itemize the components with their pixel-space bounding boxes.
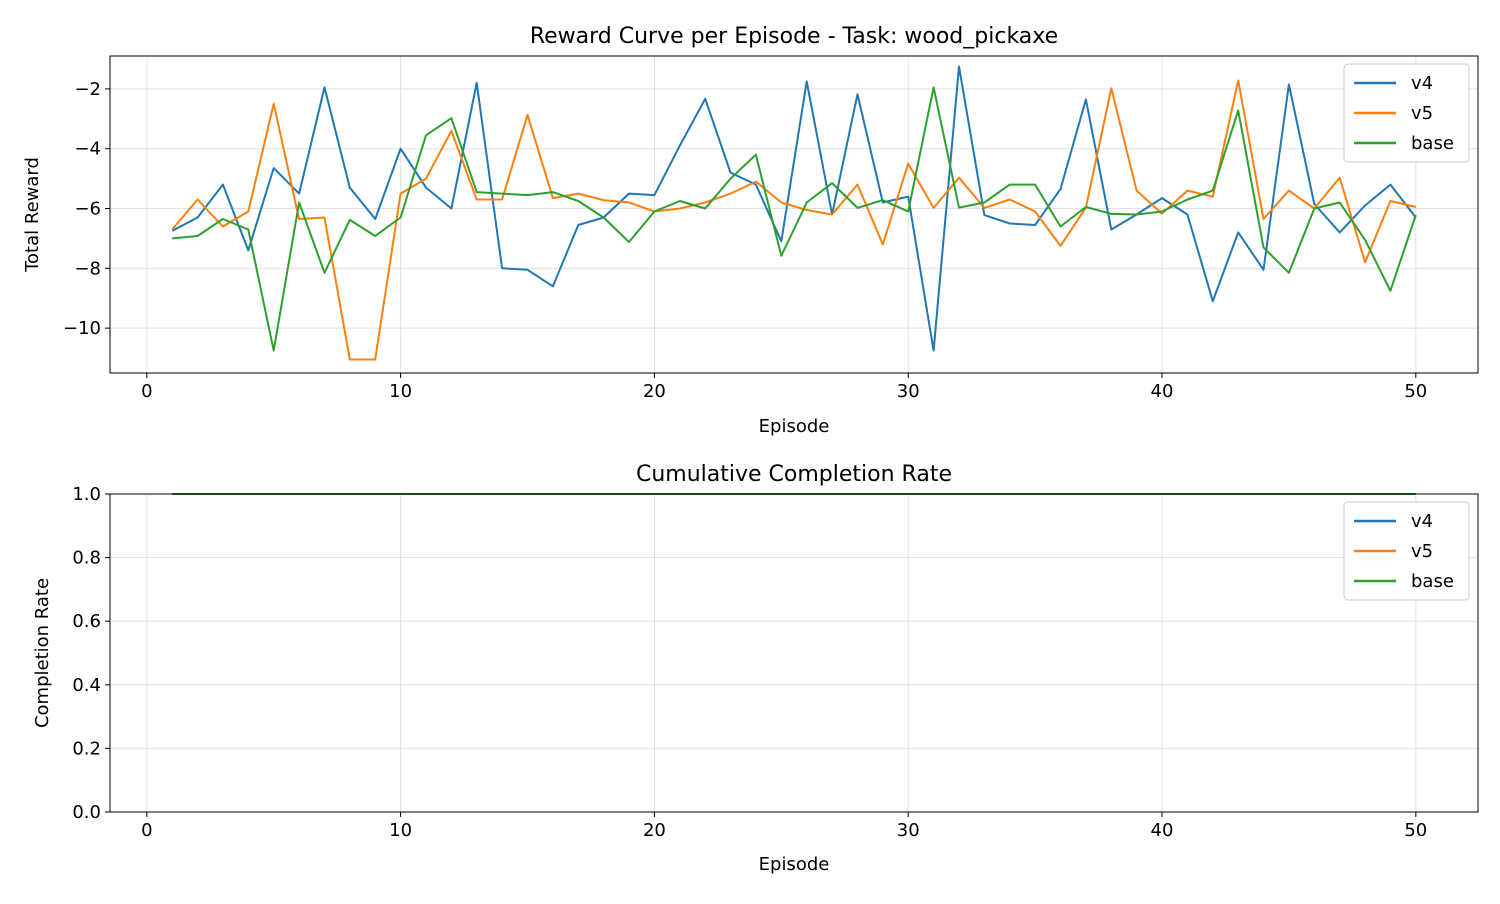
series-line-v5	[171, 79, 1417, 361]
legend-box	[1343, 501, 1470, 601]
x-tick-label: 30	[897, 381, 920, 402]
legend-label-v5: v5	[1411, 541, 1433, 562]
x-tick-label: 50	[1404, 381, 1427, 402]
legend-label-base: base	[1411, 133, 1454, 154]
axes-frame	[109, 55, 1479, 374]
y-tick-label: 0.2	[72, 738, 101, 759]
y-tick-label: 0.6	[72, 611, 101, 632]
legend: v4 v5 base	[1343, 501, 1470, 601]
series-group	[171, 65, 1417, 361]
chart-panel-2: 0 10 20 30 40 50 0.0 0.2 0.4 0.6 0.8 1.0 Cumulative …	[32, 462, 1479, 875]
chart-title: Cumulative Completion Rate	[636, 462, 952, 487]
legend-label-v5: v5	[1411, 103, 1433, 124]
x-tick-label: 10	[389, 381, 412, 402]
x-axis-label: Episode	[759, 854, 830, 875]
y-tick-label: 0.0	[72, 802, 101, 823]
x-tick-label: 10	[389, 820, 412, 841]
series-line-base	[172, 86, 1417, 352]
chart-title: Reward Curve per Episode - Task: wood_pi…	[530, 24, 1058, 49]
x-tick-label: 20	[643, 820, 666, 841]
chart-panel-1: 0 10 20 30 40 50 −10 −8 −6 −4 −2 Reward Curve per E…	[22, 24, 1479, 437]
legend-label-v4: v4	[1411, 511, 1433, 532]
x-tick-label: 0	[141, 820, 152, 841]
y-tick-label: −4	[74, 139, 101, 160]
y-axis-label: Completion Rate	[32, 578, 53, 728]
x-tick-label: 20	[643, 381, 666, 402]
y-tick-label: −6	[74, 199, 101, 220]
y-axis-label: Total Reward	[22, 157, 43, 273]
x-tick-label: 50	[1404, 820, 1427, 841]
x-tick-label: 30	[897, 820, 920, 841]
legend-label-base: base	[1411, 571, 1454, 592]
x-axis-label: Episode	[759, 416, 830, 437]
x-tick-label: 40	[1151, 820, 1174, 841]
y-tick-label: 0.8	[72, 548, 101, 569]
x-tick-label: 40	[1151, 381, 1174, 402]
y-tick-label: 1.0	[72, 484, 101, 505]
x-tick-label: 0	[141, 381, 152, 402]
y-tick-label: −8	[74, 258, 101, 279]
series-line-v4	[171, 65, 1417, 352]
legend-box	[1343, 63, 1470, 163]
y-tick-label: −2	[74, 79, 101, 100]
legend-label-v4: v4	[1411, 73, 1433, 94]
legend: v4 v5 base	[1343, 63, 1470, 163]
y-tick-label: −10	[63, 318, 101, 339]
y-tick-label: 0.4	[72, 675, 101, 696]
axes-frame	[109, 493, 1479, 813]
